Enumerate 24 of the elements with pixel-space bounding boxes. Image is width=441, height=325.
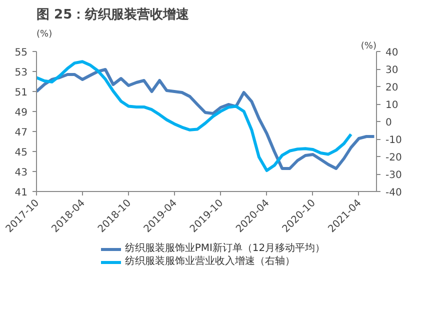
legend-item: 纺织服装服饰业营业收入增速（右轴） xyxy=(100,256,326,269)
y-tick-label: 47 xyxy=(14,128,28,138)
y-tick-label: 55 xyxy=(14,48,28,58)
y2-tick-label: -30 xyxy=(386,170,402,181)
y-tick-label: 43 xyxy=(14,168,28,178)
y-tick-label: 53 xyxy=(14,68,28,78)
y2-tick-label: -10 xyxy=(386,135,402,146)
legend-item: 纺织服装服饰业PMI新订单（12月移动平均） xyxy=(100,243,326,256)
y2-tick-label: 0 xyxy=(386,118,392,128)
chart-title: 图 25：纺织服装营收增速 xyxy=(36,6,190,22)
y-tick-label: 51 xyxy=(14,88,28,98)
y-tick-label: 41 xyxy=(14,188,28,198)
y2-tick-label: 20 xyxy=(386,82,398,94)
legend-label: 纺织服装服饰业营业收入增速（右轴） xyxy=(124,255,295,270)
y2-axis-title: (%) xyxy=(360,42,377,52)
y2-tick-label: -20 xyxy=(386,152,402,164)
y2-tick-label: 40 xyxy=(386,48,398,58)
y-tick-label: 45 xyxy=(14,148,28,158)
y2-tick-label: -40 xyxy=(386,188,402,198)
y2-tick-label: 30 xyxy=(386,65,398,76)
y-axis-title: (%) xyxy=(36,30,52,40)
legend-label: 纺织服装服饰业PMI新订单（12月移动平均） xyxy=(124,242,326,256)
y2-tick-label: 10 xyxy=(386,100,398,111)
y-tick-label: 49 xyxy=(14,108,28,118)
